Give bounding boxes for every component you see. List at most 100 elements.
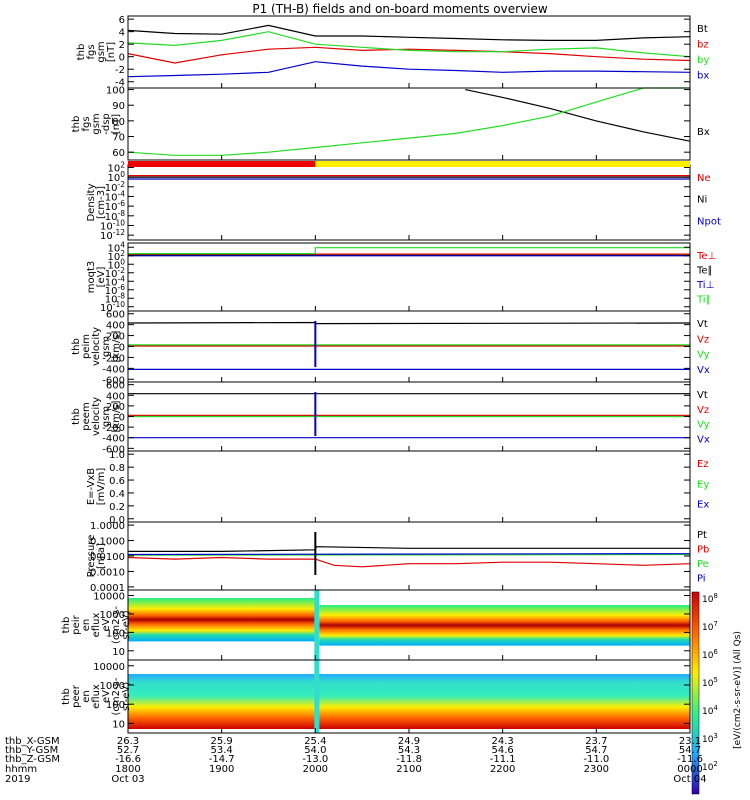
y-axis-label: thb peem velocity gsm [km/s] (71, 397, 122, 436)
legend-entry: Vx (697, 434, 710, 445)
y-axis-label-line: moqt3 (86, 261, 97, 294)
colorbar-scale (691, 591, 700, 795)
colorbar-tick-label: 102 (702, 760, 718, 773)
figure-title: P1 (TH-B) fields and on-board moments ov… (252, 2, 548, 16)
y-tick-label: 1.0 (109, 450, 125, 461)
y-tick-label: -200 (102, 353, 125, 364)
y-axis-label-line: en (81, 619, 92, 632)
legend-entry: Pi (697, 574, 706, 585)
flag-segment-yellow (315, 161, 690, 167)
legend-entry: Bt (697, 24, 708, 35)
y-tick-label: 70 (112, 133, 125, 144)
spectrogram-region-2 (319, 605, 690, 646)
y-tick-label: 10-12 (100, 228, 125, 242)
y-tick-label: 400 (106, 391, 125, 402)
y-tick-label: 10000 (93, 592, 125, 603)
legend-entry: Vy (697, 420, 710, 431)
footer-value: -11.0 (583, 754, 609, 765)
legend-entry: Pe (697, 559, 709, 570)
y-axis-label: thb peer en eflux eV (cm2-s-sr-eV) (61, 677, 132, 715)
series-line-Pi (127, 553, 691, 556)
footer-value: 2000 (303, 764, 328, 775)
legend-entry: Vz (697, 405, 709, 416)
y-tick-label: 80 (112, 117, 125, 128)
y-tick-label: 0.0 (109, 515, 125, 526)
series-line-Pb (127, 556, 691, 568)
y-axis-label-line: [nT] (111, 114, 122, 134)
y-axis-label-line: Pressure (86, 535, 97, 578)
legend-entry: Npot (697, 216, 721, 227)
colorbar-tick-label: 108 (702, 592, 718, 605)
y-tick-label: 0.0010 (90, 567, 125, 578)
legend-entry: Ti⊥ (696, 280, 714, 291)
y-tick-label: 10 (112, 719, 125, 730)
series-line-Bx (465, 89, 691, 142)
y-tick-label: 0 (119, 343, 125, 354)
y-tick-label: 100 (107, 257, 125, 271)
footer-value: 25.4 (304, 736, 326, 747)
footer-row-label: thb_X-GSM (5, 736, 60, 747)
y-axis-label-line: peer (71, 684, 82, 708)
legend-entry: bz (697, 40, 709, 51)
y-axis-label-line: [nT] (106, 42, 117, 62)
y-axis-label: Pressure [nPa] (86, 535, 107, 578)
y-axis-label-line: gsm (101, 406, 112, 427)
y-tick-label: 104 (107, 240, 125, 254)
y-tick-label: 10-10 (100, 300, 125, 314)
y-axis-label-line: gsm (101, 336, 112, 357)
footer-value: -16.6 (115, 754, 141, 765)
y-tick-label: 10-10 (100, 218, 125, 232)
y-axis-label-line: en (81, 690, 92, 703)
flag-segment-red (128, 161, 316, 167)
y-axis-label-line: fgs (86, 44, 97, 59)
colorbar-tick-label: 107 (702, 620, 718, 633)
y-axis-label-line: (cm2-s- (111, 677, 122, 715)
y-axis-label: thb peim velocity gsm [km/s] (71, 327, 122, 366)
colorbar: 108 107 106 105 104 103 102 [eV/(cm2-s-sr-eV)] … (691, 591, 743, 795)
y-axis-label-line: thb (61, 617, 72, 634)
y-axis-label-line: eV (101, 690, 112, 703)
y-axis-label-line: thb (71, 338, 82, 355)
legend-entry: Vx (697, 365, 710, 376)
y-tick-label: 200 (106, 332, 125, 343)
y-tick-label: 600 (106, 381, 125, 392)
footer-value: 54.3 (398, 745, 420, 756)
y-tick-label: 100 (107, 170, 125, 184)
spectrogram-transition (314, 660, 320, 733)
y-tick-label: -400 (102, 364, 125, 375)
y-axis-label-line: thb (71, 116, 82, 133)
y-axis-label-line: [cm-3] (96, 186, 107, 219)
colorbar-tick-label: 104 (702, 704, 718, 717)
panel-10: 10000 1000 100 10 thb peer en eflux eV (cm2-s-sr-… (61, 659, 691, 734)
legend-entry: Ne (697, 173, 711, 184)
y-axis-label-line: velocity (91, 327, 102, 366)
y-tick-label: 10-2 (105, 266, 125, 280)
legend-entry: Te∥ (696, 266, 713, 277)
y-tick-label: -400 (102, 434, 125, 445)
y-axis-label-line: gsm (91, 113, 102, 134)
panel-9: 10000 1000 100 10 thb peir en eflux eV (cm2-s-sr-… (61, 589, 691, 661)
panel-2: 100 90 80 70 60 thb fgs gsm -dsp [nT] Bx (71, 86, 710, 161)
colorbar-label: [eV/(cm2-s-sr-eV)] (All Qs) (733, 631, 743, 749)
y-tick-label: 0.8 (109, 463, 125, 474)
legend-entry: Ni (697, 195, 707, 206)
y-axis-label-line: eflux (91, 684, 102, 709)
footer-value: 2300 (584, 764, 609, 775)
colorbar-tick-label: 103 (702, 732, 718, 745)
legend-entry: Vy (697, 350, 710, 361)
y-tick-label: 10-6 (105, 283, 125, 297)
y-tick-label: 0 (119, 53, 125, 64)
footer-value: Oct 03 (111, 774, 144, 785)
legend-entry: Vt (697, 319, 708, 330)
panel-1: 6 42 0-2 -4 thb fgs gsm [nT] Bt bz by bx (76, 15, 709, 89)
y-axis-label-line: [km/s] (111, 400, 122, 432)
y-axis-label-line: [nPa] (96, 543, 107, 569)
y-tick-label: 600 (106, 310, 125, 321)
y-axis-label-line: peem (81, 402, 92, 430)
footer-row-label: hhmm (5, 764, 37, 775)
legend-entry: Vt (697, 390, 708, 401)
